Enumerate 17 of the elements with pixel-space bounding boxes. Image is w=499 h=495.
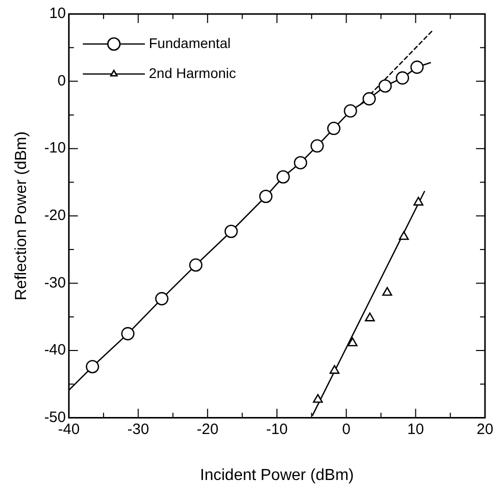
- y-tick-label: -20: [44, 207, 66, 224]
- y-tick-label: -50: [44, 408, 66, 426]
- x-tick-label: 10: [407, 420, 424, 438]
- y-axis-title: Reflection Power (dBm): [13, 131, 30, 300]
- y-tick-label: 10: [49, 5, 66, 22]
- legend-label: Fundamental: [148, 34, 231, 51]
- y-tick-label: -30: [44, 274, 66, 292]
- y-tick-label: -40: [44, 342, 66, 359]
- x-axis-title: Incident Power (dBm): [200, 466, 354, 484]
- x-tick-label: -10: [266, 420, 288, 438]
- x-tick-label: -20: [196, 420, 218, 438]
- x-tick-label: 0: [342, 420, 350, 438]
- legend-label: 2nd Harmonic: [148, 64, 236, 81]
- x-tick-label: 20: [476, 420, 494, 438]
- y-tick-label: -10: [44, 140, 66, 157]
- x-tick-label: -30: [127, 420, 150, 438]
- y-tick-label: 0: [58, 72, 66, 90]
